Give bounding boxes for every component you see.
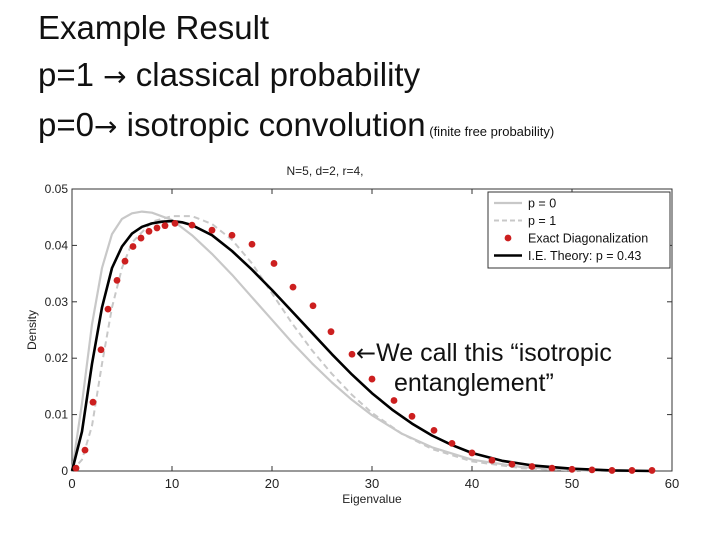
ed-data-point — [508, 460, 516, 468]
ed-data-point — [72, 464, 80, 472]
ed-data-point — [145, 227, 153, 235]
ed-data-point — [104, 305, 112, 313]
ed-data-point — [468, 449, 476, 457]
y-tick-label: 0.04 — [45, 238, 69, 252]
ed-data-point — [161, 222, 169, 230]
x-tick-label: 30 — [365, 476, 379, 491]
slide-title: Example Result — [38, 10, 269, 46]
legend-marker — [504, 234, 512, 242]
classical-probability-text: classical probability — [126, 56, 421, 93]
legend-entry: p = 0 — [528, 197, 556, 211]
ed-data-point — [248, 240, 256, 248]
ed-data-point — [568, 465, 576, 473]
x-tick-label: 0 — [68, 476, 75, 491]
x-tick-label: 10 — [165, 476, 179, 491]
ed-data-point — [628, 467, 636, 474]
y-axis-label: Density — [25, 310, 39, 350]
ed-data-point — [171, 220, 179, 227]
ed-data-point — [309, 302, 317, 310]
right-arrow-icon: → — [93, 110, 118, 143]
finite-free-note: (finite free probability) — [425, 124, 555, 139]
x-tick-label: 50 — [565, 476, 579, 491]
ed-data-point — [81, 446, 89, 454]
x-tick-label: 60 — [665, 476, 679, 491]
callout-annotation: ←We call this “isotropic entanglement” — [356, 338, 612, 398]
ed-data-point — [327, 328, 335, 336]
ed-data-point — [408, 412, 416, 420]
ed-data-point — [390, 397, 398, 404]
ed-data-point — [448, 439, 456, 447]
callout-line-2: entanglement” — [394, 369, 554, 397]
series-line-0 — [70, 210, 652, 473]
ed-data-point — [208, 226, 216, 234]
p0-label: p=0 — [38, 106, 94, 143]
ed-data-point — [528, 463, 536, 470]
ed-data-point — [430, 426, 438, 434]
ed-data-point — [153, 224, 161, 232]
p1-label: p=1 — [38, 56, 94, 93]
ed-data-point — [113, 276, 121, 284]
ed-data-point — [289, 283, 297, 291]
right-arrow-icon: → — [103, 60, 127, 93]
ed-data-point — [137, 234, 145, 242]
y-tick-label: 0.02 — [45, 351, 69, 365]
ed-data-point — [228, 231, 236, 239]
left-arrow-icon: ← — [356, 339, 377, 367]
legend-entry: Exact Diagonalization — [528, 232, 648, 246]
ed-data-point — [548, 464, 556, 472]
density-chart: 0 10 20 30 40 50 60 0 0.01 0.02 0.03 0.04 0.05 p = 0… — [25, 164, 680, 506]
legend: p = 0 p = 1 Exact Diagonalization I.E. Theo… — [487, 191, 671, 269]
legend-entry: p = 1 — [528, 214, 556, 228]
series-layer — [70, 210, 656, 474]
ed-data-point — [348, 350, 356, 358]
subtitle-line-isotropic: p=0→ isotropic convolution (finite free … — [38, 107, 554, 150]
ed-data-point — [129, 243, 137, 250]
ed-data-point — [121, 257, 129, 265]
subtitle-line-classical: p=1 → classical probability — [38, 57, 420, 95]
ed-data-point — [648, 467, 656, 474]
y-tick-label: 0.05 — [45, 182, 69, 196]
ed-data-point — [368, 375, 376, 383]
chart-title: N=5, d=2, r=4, — [286, 164, 363, 178]
ed-data-point — [588, 466, 596, 474]
ed-data-point — [488, 456, 496, 464]
isotropic-convolution-text: isotropic convolution — [117, 106, 426, 143]
x-axis-label: Eigenvalue — [342, 492, 402, 506]
y-tick-label: 0.03 — [45, 295, 69, 309]
y-tick-label: 0 — [61, 464, 68, 478]
ed-data-point — [188, 221, 196, 229]
ed-data-point — [608, 467, 616, 474]
y-tick-label: 0.01 — [45, 408, 69, 422]
ed-data-point — [89, 398, 97, 406]
callout-line-1: We call this “isotropic — [376, 339, 612, 367]
ed-data-point — [270, 260, 278, 267]
title-line-1: Example Result — [38, 9, 270, 46]
ed-data-point — [97, 346, 105, 354]
x-tick-label: 20 — [265, 476, 279, 491]
x-tick-label: 40 — [465, 476, 479, 491]
legend-entry: I.E. Theory: p = 0.43 — [528, 249, 641, 263]
series-line-3 — [70, 219, 653, 473]
axes-layer: 0 10 20 30 40 50 60 0 0.01 0.02 0.03 0.04 0.05 — [45, 182, 680, 491]
